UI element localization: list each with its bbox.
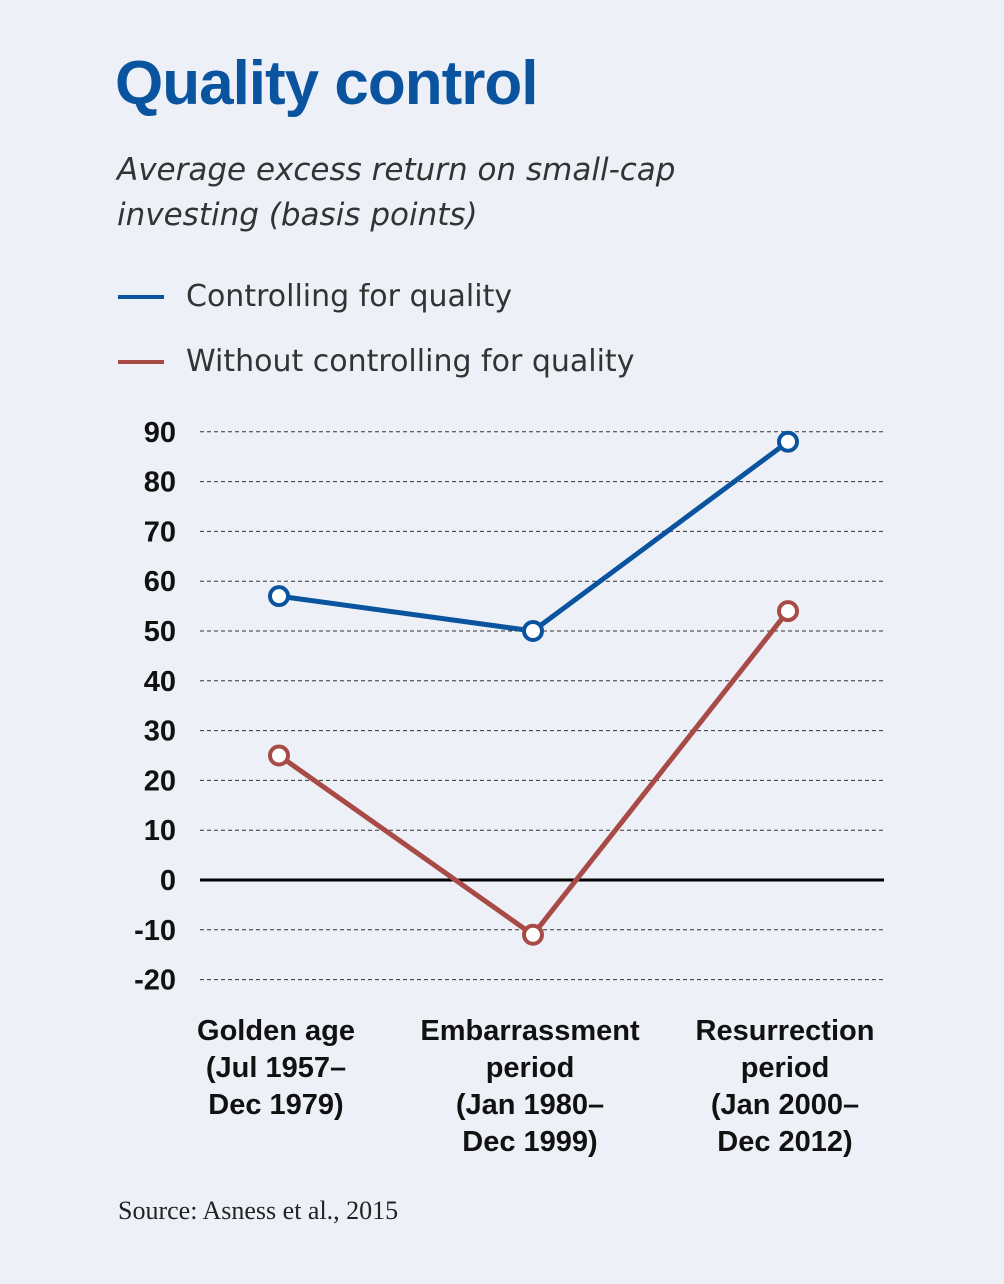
chart-subtitle: Average excess return on small-cap inves… (117, 152, 676, 233)
x-category-label: Embarrassment (420, 1015, 640, 1047)
y-tick-label: 10 (144, 815, 176, 847)
y-tick-label: 30 (144, 716, 176, 748)
y-tick-label: 0 (160, 865, 176, 897)
chart-title: Quality control (115, 49, 538, 118)
x-category-label: (Jan 2000– (711, 1089, 859, 1121)
series-line-1 (277, 609, 790, 939)
x-category-label: Golden age (197, 1015, 355, 1047)
x-category-label: Dec 2012) (717, 1126, 852, 1158)
y-tick-label: 40 (144, 666, 176, 698)
y-tick-label: -20 (134, 965, 176, 997)
x-category-label: (Jul 1957– (206, 1052, 346, 1084)
x-category-label: period (741, 1052, 830, 1084)
series-line-0 (278, 439, 790, 634)
y-tick-label: 90 (144, 417, 176, 449)
y-tick-label: 60 (144, 566, 176, 598)
x-category-label: Resurrection (696, 1015, 875, 1047)
data-point (522, 620, 544, 642)
y-tick-label: 50 (144, 616, 176, 648)
source-note: Source: Asness et al., 2015 (118, 1196, 399, 1225)
legend-swatch-red (118, 359, 164, 364)
y-tick-label: 20 (144, 765, 176, 797)
legend-swatch-blue (118, 294, 164, 299)
legend-label: Controlling for quality (186, 279, 513, 314)
y-tick-label: -10 (134, 915, 176, 947)
data-point (522, 923, 544, 946)
legend-item-controlling: Controlling for quality (118, 279, 512, 314)
data-point (268, 744, 290, 767)
y-tick-label: 70 (144, 516, 176, 548)
legend-item-without: Without controlling for quality (118, 344, 634, 379)
x-category-label: (Jan 1980– (456, 1089, 604, 1121)
data-point (268, 585, 290, 608)
x-category-label: Dec 1999) (462, 1126, 597, 1158)
data-point (777, 430, 799, 453)
y-tick-label: 80 (144, 467, 176, 499)
x-category-label: period (486, 1052, 575, 1084)
legend-label: Without controlling for quality (186, 344, 635, 379)
x-category-label: Dec 1979) (208, 1089, 343, 1121)
data-point (777, 600, 799, 623)
